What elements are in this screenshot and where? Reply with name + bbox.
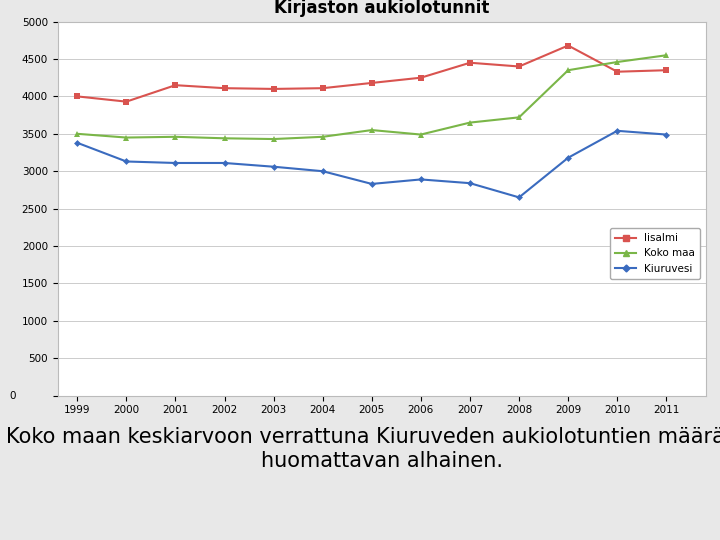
- Title: Kirjaston aukiolotunnit: Kirjaston aukiolotunnit: [274, 0, 490, 17]
- Text: 0: 0: [9, 390, 15, 401]
- Legend: Iisalmi, Koko maa, Kiuruvesi: Iisalmi, Koko maa, Kiuruvesi: [610, 228, 701, 279]
- Text: Koko maan keskiarvoon verrattuna Kiuruveden aukiolotuntien määrä on
huomattavan : Koko maan keskiarvoon verrattuna Kiuruve…: [6, 427, 720, 471]
